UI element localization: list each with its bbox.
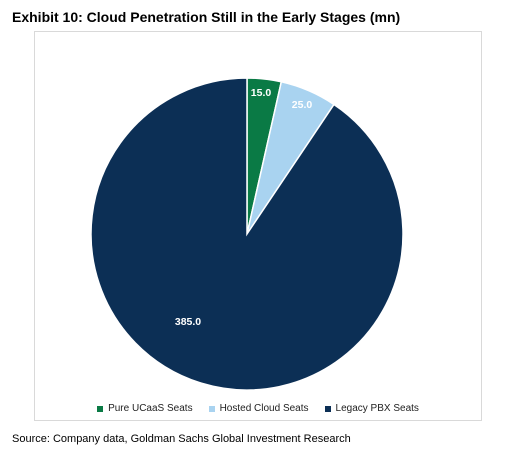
legend-label: Hosted Cloud Seats [219,403,309,414]
chart-legend: Pure UCaaS Seats Hosted Cloud Seats Legacy… [34,403,482,414]
legend-item: Legacy PBX Seats [324,403,419,414]
data-label-legacy-pbx-seats: 385.0 [175,316,201,328]
legend-item: Hosted Cloud Seats [208,403,309,414]
legend-swatch [208,405,215,412]
legend-item: Pure UCaaS Seats [97,403,193,414]
legend-swatch [97,405,104,412]
exhibit-title: Exhibit 10: Cloud Penetration Still in t… [12,9,401,25]
data-label-hosted-cloud-seats: 25.0 [292,99,313,111]
pie-slice-legacy-pbx-seats [90,77,404,391]
data-label-pure-ucaas-seats: 15.0 [251,87,272,99]
source-note: Source: Company data, Goldman Sachs Glob… [12,433,351,445]
chart-frame [34,31,482,421]
legend-label: Legacy PBX Seats [335,403,419,414]
legend-label: Pure UCaaS Seats [108,403,193,414]
legend-swatch [324,405,331,412]
